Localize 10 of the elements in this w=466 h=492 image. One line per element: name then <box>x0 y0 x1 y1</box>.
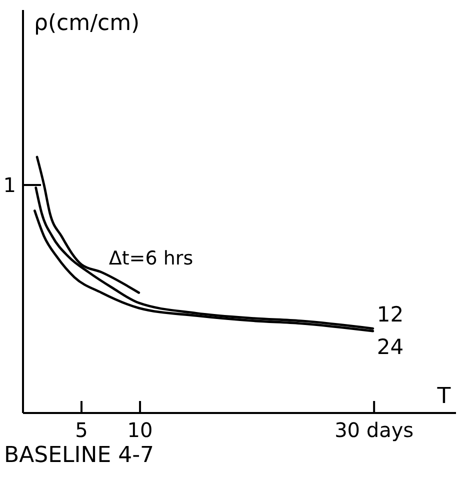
x-tick-label: 30 days <box>334 418 414 442</box>
x-tick-label: 10 <box>127 418 153 442</box>
text: ρ(cm/cm) <box>34 11 140 36</box>
text: 1 <box>3 173 16 197</box>
series-label: Δt=6 hrs <box>108 248 194 270</box>
x-axis-title: T <box>436 384 452 409</box>
series-label: 24 <box>376 335 404 360</box>
series-label: 12 <box>376 302 404 327</box>
text: BASELINE 4-7 <box>4 443 154 468</box>
x-tick-label: 5 <box>75 418 88 442</box>
